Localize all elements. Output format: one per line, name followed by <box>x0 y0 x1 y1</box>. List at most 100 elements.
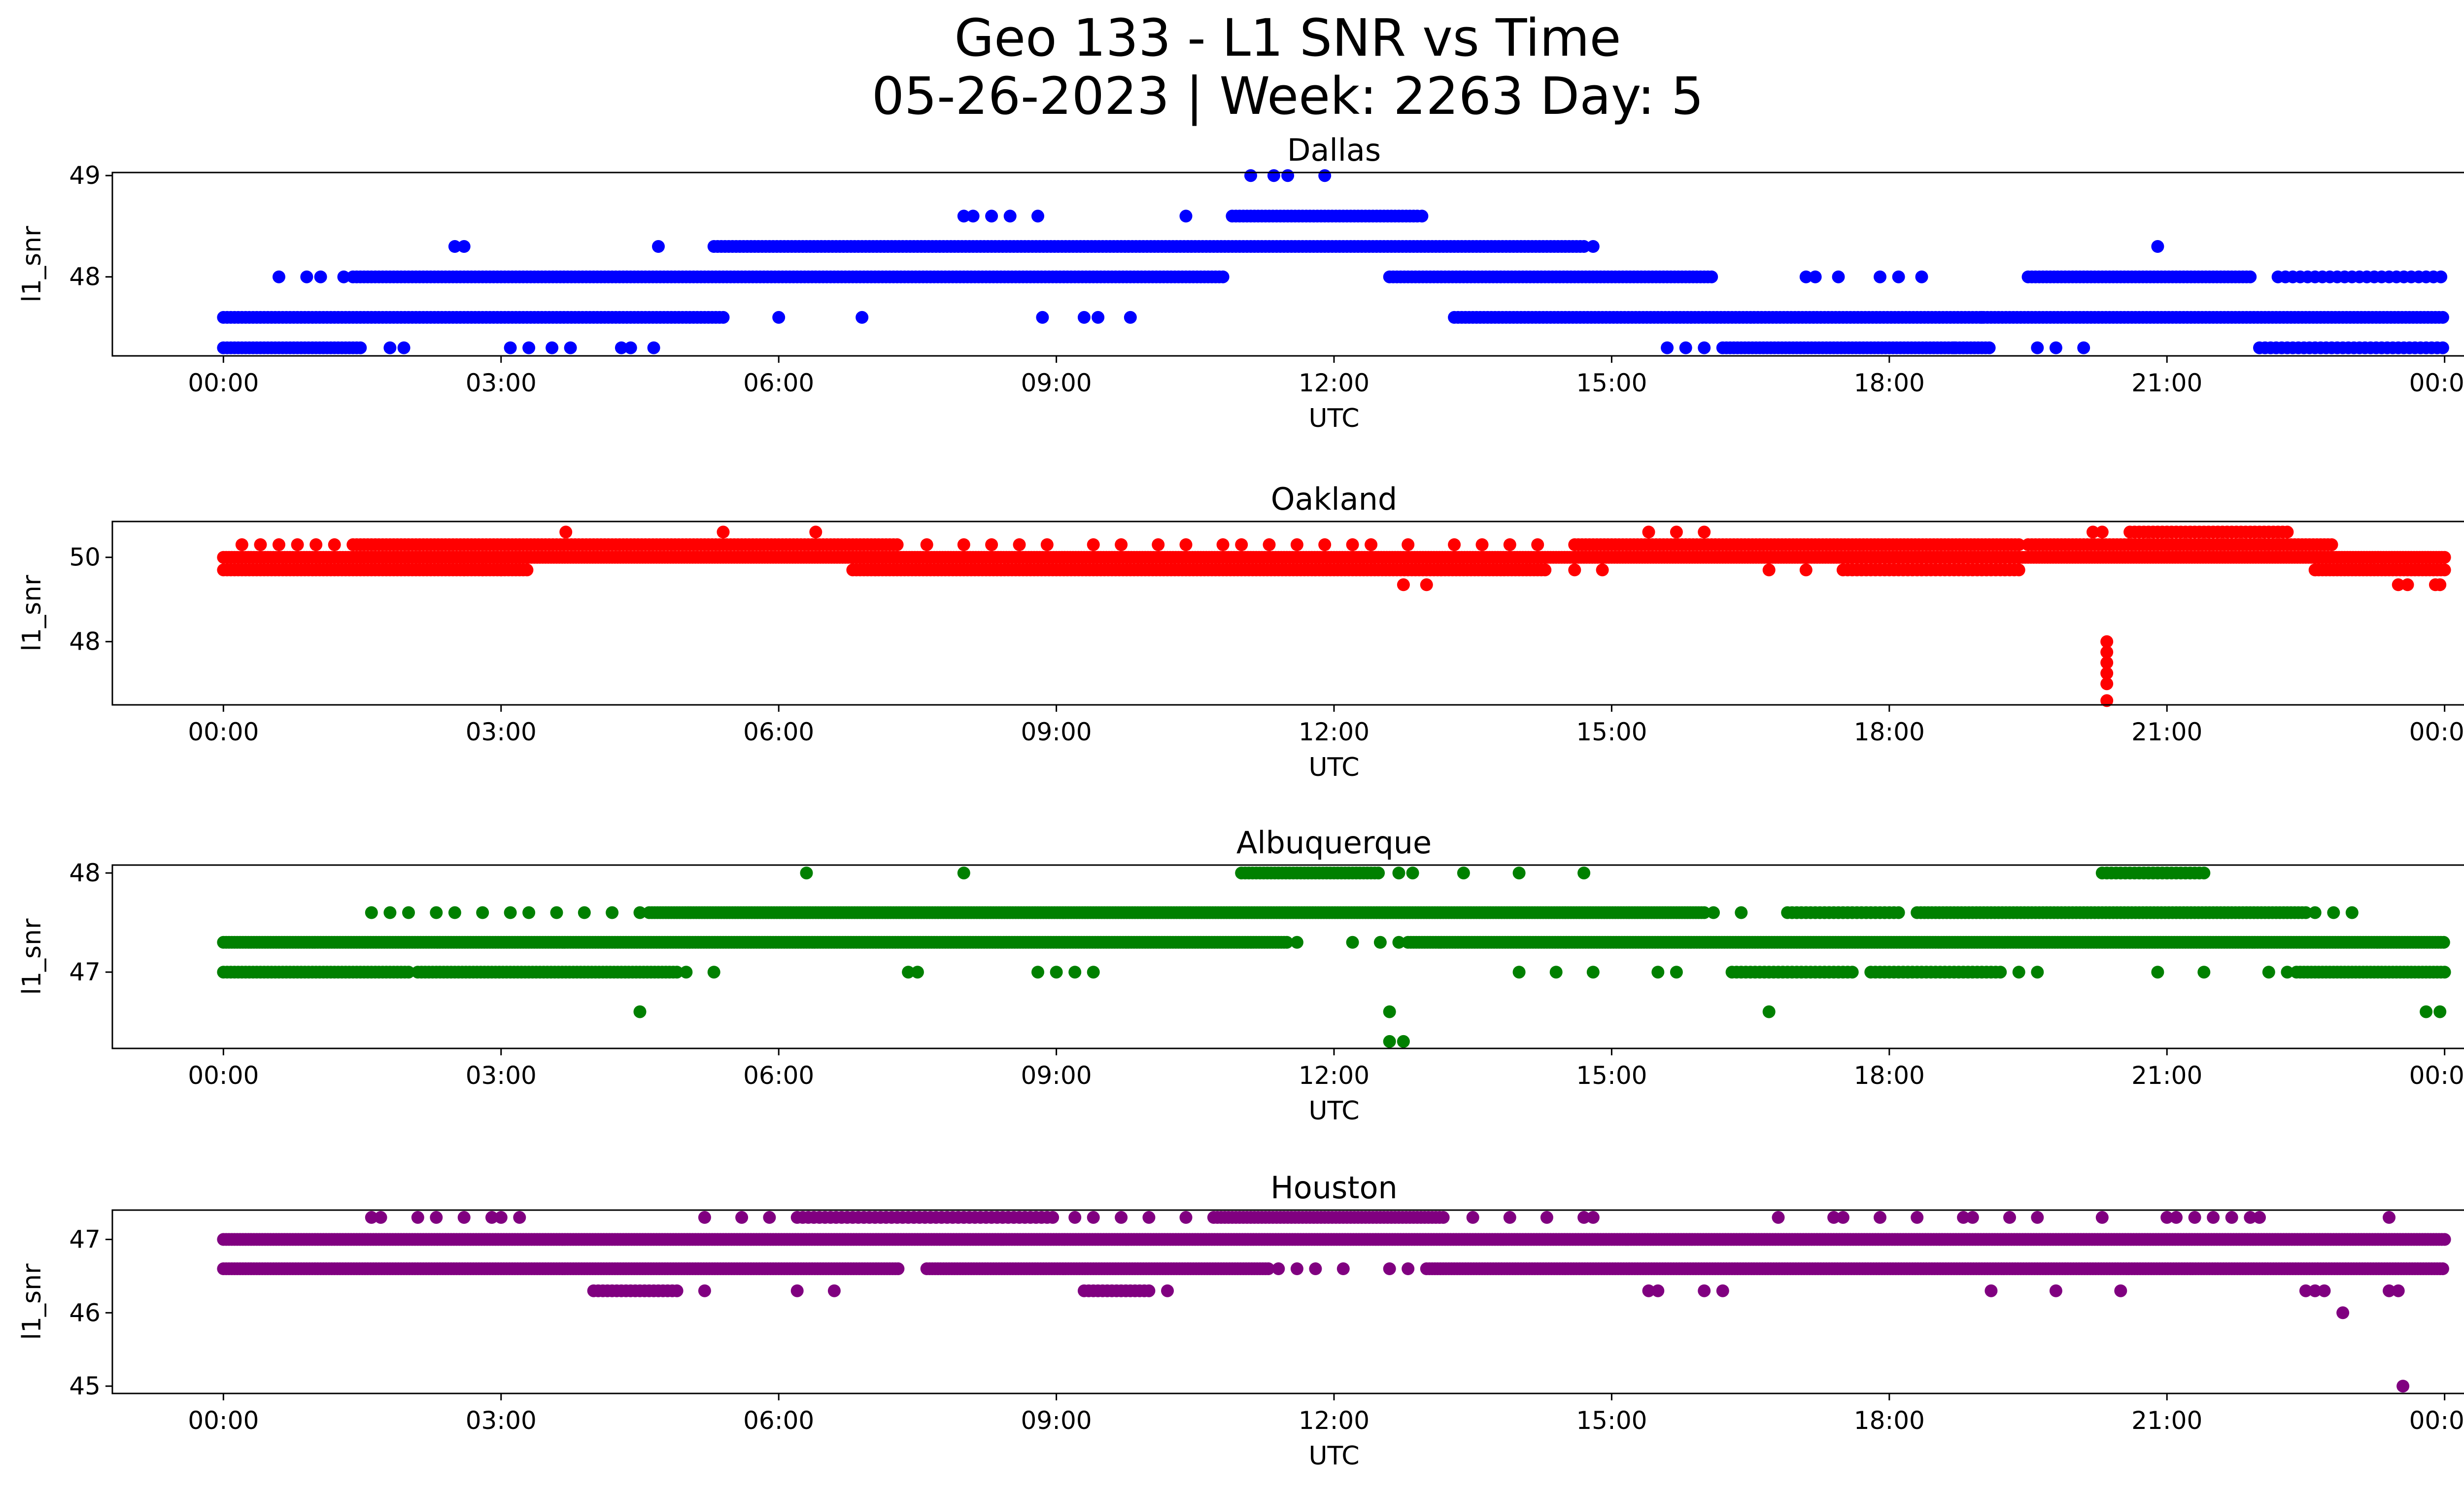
x-tick-label: 06:00 <box>743 718 814 746</box>
data-point <box>494 563 508 577</box>
data-point <box>1698 525 1711 539</box>
data-point <box>1267 169 1280 182</box>
data-point <box>578 906 591 919</box>
data-point <box>2095 525 2109 539</box>
data-point <box>1263 538 1276 551</box>
data-point <box>1503 538 1516 551</box>
data-point <box>2433 578 2447 591</box>
data-point <box>1892 270 1905 283</box>
data-point <box>1948 341 1961 354</box>
data-point <box>1013 538 1026 551</box>
data-point <box>1475 538 1489 551</box>
data-point <box>2151 966 2164 979</box>
data-point <box>1512 966 1526 979</box>
data-point <box>957 867 970 880</box>
data-point <box>2031 341 2044 354</box>
data-point <box>1402 538 1415 551</box>
data-point <box>2151 240 2164 253</box>
data-point <box>1346 936 1359 949</box>
data-point <box>1892 906 1905 919</box>
data-point <box>2197 867 2211 880</box>
data-point <box>1531 538 1544 551</box>
data-point <box>365 906 378 919</box>
data-point <box>1383 1035 1396 1048</box>
data-point <box>1003 209 1017 223</box>
y-tick-label: 50 <box>69 543 101 572</box>
data-point <box>1679 341 1692 354</box>
x-tick-label: 00:00 <box>188 1061 259 1090</box>
data-point <box>647 341 660 354</box>
x-tick-label: 15:00 <box>1576 718 1647 746</box>
data-point <box>2345 906 2359 919</box>
panel-title: Houston <box>1270 1170 1398 1206</box>
y-tick-label: 48 <box>69 263 101 291</box>
data-point <box>1152 538 1165 551</box>
data-point <box>680 966 693 979</box>
data-point <box>1281 169 1295 182</box>
data-point <box>1596 563 1609 577</box>
data-points <box>217 169 2449 354</box>
data-point <box>966 209 980 223</box>
x-tick-label: 21:00 <box>2131 369 2202 397</box>
x-tick-label: 15:00 <box>1576 1061 1647 1090</box>
data-point <box>1318 169 1332 182</box>
x-tick-label: 00:00 <box>2409 1061 2464 1090</box>
data-points <box>217 1211 2451 1393</box>
data-point <box>2077 341 2090 354</box>
data-point <box>1372 867 1385 880</box>
data-point <box>1415 209 1429 223</box>
data-point <box>1036 311 1049 324</box>
data-point <box>457 563 471 577</box>
x-tick-label: 12:00 <box>1299 1061 1369 1090</box>
data-point <box>1915 270 1928 283</box>
data-point <box>1216 270 1230 283</box>
data-point <box>2100 677 2114 691</box>
data-point <box>1031 966 1044 979</box>
data-point <box>291 538 304 551</box>
data-point <box>1670 525 1683 539</box>
data-point <box>1087 966 1100 979</box>
x-tick-label: 00:00 <box>188 369 259 397</box>
data-point <box>522 341 536 354</box>
data-point <box>383 906 397 919</box>
data-point <box>457 240 471 253</box>
x-tick-label: 03:00 <box>466 718 537 746</box>
data-point <box>1087 538 1100 551</box>
data-point <box>1420 578 1433 591</box>
data-point <box>1397 1035 1410 1048</box>
data-point <box>985 538 998 551</box>
data-point <box>383 341 397 354</box>
data-point <box>856 311 869 324</box>
data-point <box>1406 867 1419 880</box>
data-point <box>1383 1005 1396 1018</box>
x-tick-label: 21:00 <box>2131 1061 2202 1090</box>
y-tick-label: 48 <box>69 627 101 656</box>
data-point <box>564 341 577 354</box>
x-tick-label: 06:00 <box>743 369 814 397</box>
data-point <box>2012 563 2025 577</box>
data-point <box>2438 563 2451 577</box>
data-point <box>1809 270 1822 283</box>
data-point <box>550 906 563 919</box>
y-tick-label: 47 <box>69 958 101 986</box>
data-point <box>1392 867 1405 880</box>
figure-title-line-2: 05-26-2023 | Week: 2263 Day: 5 <box>871 66 1704 126</box>
data-point <box>520 563 534 577</box>
data-point <box>1373 936 1387 949</box>
data-point <box>957 538 970 551</box>
data-point <box>328 538 341 551</box>
data-point <box>2401 578 2414 591</box>
data-point <box>559 525 573 539</box>
data-point <box>772 311 786 324</box>
data-point <box>1651 966 1665 979</box>
x-tick-label: 12:00 <box>1299 718 1369 746</box>
data-point <box>273 270 285 283</box>
data-point <box>1115 538 1128 551</box>
data-point <box>1318 538 1332 551</box>
data-point <box>1290 538 1303 551</box>
data-point <box>1077 311 1091 324</box>
data-point <box>314 270 327 283</box>
data-point <box>1707 906 1720 919</box>
data-point <box>354 341 367 354</box>
